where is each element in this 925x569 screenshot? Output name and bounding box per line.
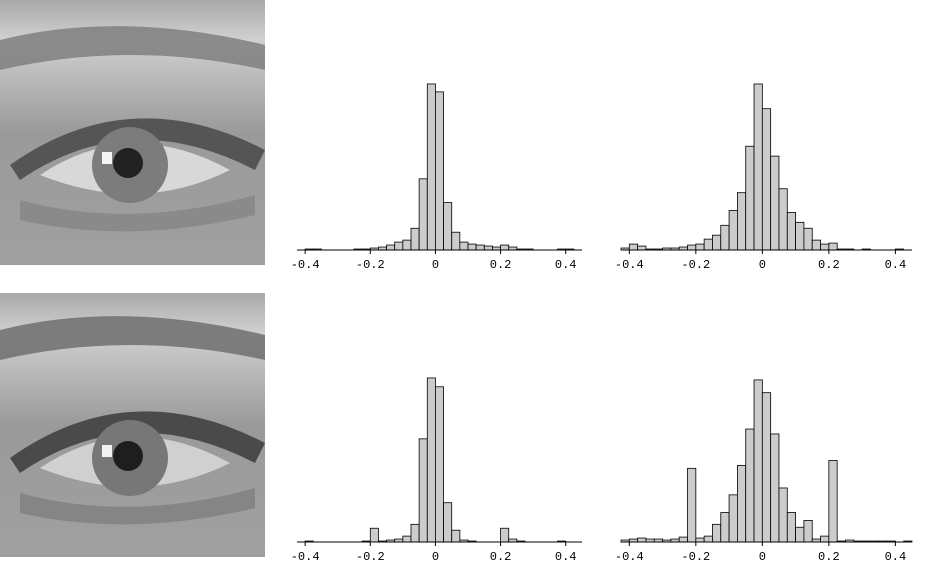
bar — [426, 377, 436, 543]
bar — [637, 245, 647, 251]
bar — [418, 438, 428, 543]
bar — [712, 234, 722, 251]
bar — [637, 537, 647, 543]
bar — [402, 535, 412, 543]
x-tick-label: -0.2 — [356, 550, 385, 564]
bar — [803, 227, 813, 251]
bar — [483, 245, 493, 251]
bar — [443, 502, 453, 543]
bar — [695, 243, 705, 251]
x-tick-label: 0.4 — [555, 258, 577, 272]
x-tick-label: 0.4 — [885, 258, 907, 272]
bar — [795, 526, 805, 543]
bar — [687, 467, 697, 543]
bar — [500, 244, 510, 251]
bar — [394, 241, 404, 251]
bar — [426, 83, 436, 251]
x-tick-label: -0.2 — [356, 258, 385, 272]
bar — [770, 433, 780, 543]
bar — [459, 241, 469, 251]
bar — [628, 243, 639, 251]
bar — [410, 227, 420, 251]
x-tick-label: 0 — [432, 258, 439, 272]
bar — [402, 239, 412, 251]
bar — [369, 527, 379, 543]
x-tick-label: -0.4 — [291, 258, 320, 272]
x-tick-label: 0.2 — [490, 258, 512, 272]
bar — [720, 224, 730, 251]
bar — [720, 512, 730, 543]
x-tick-label: 0.4 — [885, 550, 907, 564]
bar — [451, 529, 461, 543]
bar — [737, 192, 747, 251]
bar — [687, 244, 697, 251]
x-tick-label: 0.2 — [818, 550, 840, 564]
bar — [703, 238, 713, 251]
bar — [451, 231, 461, 251]
bar — [443, 202, 453, 251]
bar — [745, 428, 755, 543]
bar — [828, 242, 838, 251]
bar — [712, 523, 722, 543]
x-tick-label: 0 — [759, 550, 766, 564]
bar — [435, 386, 444, 543]
x-tick-label: -0.4 — [615, 258, 644, 272]
bar — [828, 460, 838, 543]
bar — [386, 244, 396, 251]
bar — [753, 83, 763, 251]
bar — [795, 221, 805, 251]
bar — [803, 519, 813, 543]
x-tick-label: -0.4 — [615, 550, 644, 564]
x-tick-label: 0.2 — [490, 550, 512, 564]
bar — [695, 537, 705, 543]
bar — [778, 188, 788, 251]
bar — [737, 464, 747, 543]
bar — [467, 243, 477, 251]
x-tick-label: -0.2 — [681, 258, 710, 272]
bar — [786, 512, 796, 543]
x-tick-label: 0 — [432, 550, 439, 564]
eye-image-top — [0, 0, 265, 265]
bar — [410, 523, 420, 543]
x-tick-label: 0 — [759, 258, 766, 272]
x-tick-label: -0.4 — [291, 550, 320, 564]
bar — [728, 494, 738, 543]
bar — [778, 487, 788, 543]
bar — [475, 244, 485, 251]
bar — [500, 527, 510, 543]
bar — [703, 535, 713, 543]
bar — [786, 212, 796, 251]
bar — [435, 91, 444, 251]
bar — [761, 108, 772, 251]
eye-image-bottom — [0, 293, 265, 557]
x-tick-label: -0.2 — [681, 550, 710, 564]
bar — [745, 145, 755, 251]
bar — [820, 243, 830, 251]
bar — [753, 379, 763, 543]
bar — [418, 178, 428, 251]
x-tick-label: 0.4 — [555, 550, 577, 564]
bar — [678, 536, 688, 543]
bar — [761, 392, 772, 543]
bar — [728, 210, 738, 251]
bar — [811, 239, 821, 251]
bar — [820, 535, 830, 543]
bar — [770, 155, 780, 251]
x-tick-label: 0.2 — [818, 258, 840, 272]
